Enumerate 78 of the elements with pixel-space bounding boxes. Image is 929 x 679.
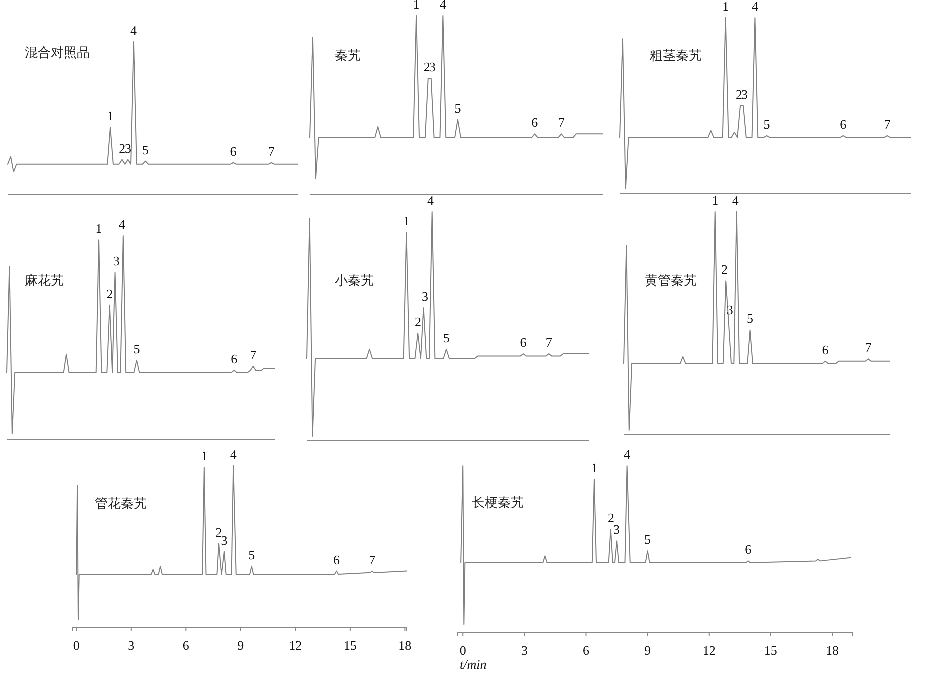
annotation: 4 xyxy=(130,23,138,38)
chart-title: 混合对照品 xyxy=(25,46,90,61)
annotation: 7 xyxy=(546,334,553,350)
annotation: 1 xyxy=(403,214,410,229)
annotation: 4 xyxy=(428,193,435,208)
annotation: 4 xyxy=(752,0,759,14)
annotation: 5 xyxy=(764,116,770,132)
x-tick-label: 12 xyxy=(702,643,716,658)
annotation: 3 xyxy=(726,302,734,318)
annotation: 5 xyxy=(142,142,149,158)
annotation: 7 xyxy=(250,348,258,363)
x-tick-label: 9 xyxy=(238,638,244,654)
annotation: 6 xyxy=(822,342,830,358)
annotation: 1 xyxy=(591,460,598,476)
annotation: 3 xyxy=(125,140,132,156)
annotation: 1 xyxy=(96,221,102,236)
text: 管花秦艽 xyxy=(95,497,147,512)
annotation: 1 xyxy=(712,193,719,208)
x-tick-label: 18 xyxy=(398,638,412,654)
annotation: 7 xyxy=(558,115,566,130)
annotation: 6 xyxy=(745,542,752,558)
annotation: 2 xyxy=(414,314,422,330)
annotation: 7 xyxy=(268,144,276,159)
annotation: 4 xyxy=(440,0,447,12)
annotation: 2 xyxy=(721,262,728,278)
annotation: 1 xyxy=(201,448,208,464)
annotation: 6 xyxy=(840,116,848,132)
annotation: 6 xyxy=(230,144,238,159)
annotation: 4 xyxy=(230,447,238,462)
annotation: 7 xyxy=(884,116,892,132)
annotation: 6 xyxy=(532,115,539,130)
annotation: 7 xyxy=(369,552,376,568)
annotation: 7 xyxy=(865,340,872,356)
annotation: 2 xyxy=(608,510,614,526)
annotation: 2 xyxy=(424,60,430,75)
annotation: 5 xyxy=(747,311,754,326)
annotation: 6 xyxy=(231,352,238,367)
annotation: 3 xyxy=(422,289,429,304)
annotation: 1 xyxy=(107,108,114,124)
annotation: 4 xyxy=(118,217,126,232)
annotation: 1 xyxy=(722,0,730,14)
annotation: 3 xyxy=(429,60,436,75)
annotation: 2 xyxy=(216,524,222,540)
x-axis-title: t/min xyxy=(460,657,487,672)
x-tick-label: 12 xyxy=(289,638,302,654)
x-tick-label: 18 xyxy=(826,643,839,658)
x-tick-label: 15 xyxy=(764,643,778,658)
annotation: 2 xyxy=(736,87,742,102)
text: 小秦艽 xyxy=(335,274,374,289)
text: 麻花艽 xyxy=(25,274,64,289)
annotation: 5 xyxy=(443,330,450,346)
annotation: 3 xyxy=(221,532,228,548)
annotation: 6 xyxy=(333,552,340,568)
annotation: 5 xyxy=(454,100,462,116)
x-tick-label: 6 xyxy=(582,643,590,658)
annotation: 3 xyxy=(113,254,120,269)
x-tick-label: 3 xyxy=(521,643,528,658)
x-tick-label: 15 xyxy=(344,638,357,654)
annotation: 3 xyxy=(741,87,748,102)
annotation: 2 xyxy=(119,140,126,156)
x-tick-label: 6 xyxy=(182,638,190,654)
x-tick-label: 3 xyxy=(128,638,135,654)
annotation: 1 xyxy=(413,0,420,12)
annotation: 4 xyxy=(732,193,740,208)
annotation: 5 xyxy=(248,547,256,562)
annotation: 6 xyxy=(520,334,528,350)
annotation: 2 xyxy=(106,286,114,302)
x-tick-label: 0 xyxy=(460,643,466,658)
annotation: 5 xyxy=(134,341,140,356)
annotation: 4 xyxy=(624,447,632,462)
annotation: 5 xyxy=(644,532,652,548)
annotation: 3 xyxy=(613,522,620,538)
x-tick-label: 0 xyxy=(73,638,80,654)
text: 秦艽 xyxy=(335,49,361,64)
text: 黄管秦艽 xyxy=(645,274,697,289)
x-tick-label: 9 xyxy=(644,643,652,658)
text: 粗茎秦艽 xyxy=(650,49,702,64)
text: 长梗秦艽 xyxy=(472,496,524,511)
